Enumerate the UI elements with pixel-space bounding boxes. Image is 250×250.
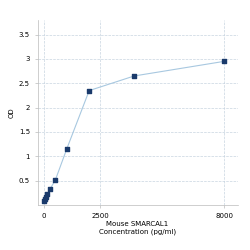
X-axis label: Mouse SMARCAL1
Concentration (pg/ml): Mouse SMARCAL1 Concentration (pg/ml) bbox=[99, 222, 176, 235]
Point bbox=[87, 88, 91, 92]
Point bbox=[42, 199, 46, 203]
Point bbox=[222, 60, 226, 64]
Point bbox=[48, 188, 52, 192]
Point bbox=[132, 74, 136, 78]
Point bbox=[45, 192, 49, 196]
Point bbox=[54, 178, 58, 182]
Y-axis label: OD: OD bbox=[8, 107, 14, 118]
Point bbox=[65, 147, 69, 151]
Point bbox=[43, 197, 47, 201]
Point bbox=[44, 195, 48, 199]
